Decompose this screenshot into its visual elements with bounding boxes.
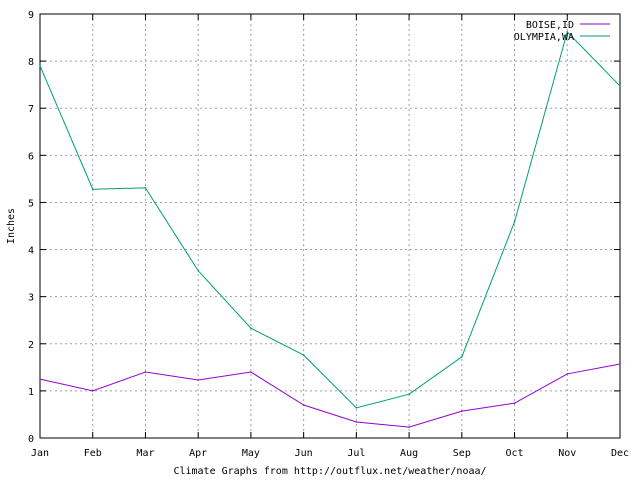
data-point <box>144 371 147 373</box>
series-line-boise-id <box>39 363 621 428</box>
y-tick-label: 5 <box>28 198 34 209</box>
data-point <box>461 410 463 412</box>
plot-border <box>39 13 621 439</box>
data-point <box>144 187 147 189</box>
y-axis-label: Inches <box>6 208 17 244</box>
x-tick-label: Jan <box>31 448 49 459</box>
x-tick-label: May <box>242 448 260 459</box>
data-point <box>461 356 463 358</box>
data-point <box>355 421 358 423</box>
x-tick-label: Aug <box>400 448 418 459</box>
x-tick-label: Jul <box>347 448 365 459</box>
x-tick-label: Apr <box>189 448 207 459</box>
data-point <box>39 378 41 380</box>
x-tick-label: Nov <box>558 448 576 459</box>
x-tick-label: Mar <box>136 448 154 459</box>
data-point <box>408 393 410 395</box>
data-point <box>91 188 94 191</box>
data-point <box>250 371 252 373</box>
data-point <box>619 363 621 365</box>
data-point <box>619 85 621 87</box>
y-tick-label: 2 <box>28 340 34 351</box>
y-tick-label: 1 <box>28 387 34 398</box>
legend-label: OLYMPIA,WA <box>514 32 574 43</box>
y-tick-label: 0 <box>28 434 34 445</box>
data-point <box>513 402 516 404</box>
x-tick-label: Sep <box>453 448 471 459</box>
data-point <box>566 31 569 33</box>
y-tick-label: 3 <box>28 293 34 304</box>
data-point <box>302 404 305 406</box>
data-point <box>250 327 252 330</box>
x-axis-label: Climate Graphs from http://outflux.net/w… <box>173 466 486 477</box>
x-tick-label: Jun <box>295 448 313 459</box>
series-line-olympia-wa <box>39 30 621 409</box>
data-point <box>197 269 199 272</box>
data-point <box>355 407 358 409</box>
data-point <box>408 426 410 428</box>
x-tick-label: Dec <box>611 448 629 459</box>
data-point <box>197 379 199 381</box>
y-tick-label: 4 <box>28 246 34 257</box>
y-tick-label: 7 <box>28 104 34 115</box>
y-tick-label: 9 <box>28 10 34 21</box>
legend-label: BOISE,ID <box>526 20 574 31</box>
data-point <box>91 390 94 392</box>
x-tick-label: Oct <box>506 448 524 459</box>
x-tick-label: Feb <box>84 448 102 459</box>
y-tick-label: 6 <box>28 151 34 162</box>
y-tick-label: 8 <box>28 57 34 68</box>
data-point <box>302 354 305 356</box>
data-point <box>39 65 41 67</box>
data-point <box>513 220 516 223</box>
data-point <box>566 373 569 375</box>
